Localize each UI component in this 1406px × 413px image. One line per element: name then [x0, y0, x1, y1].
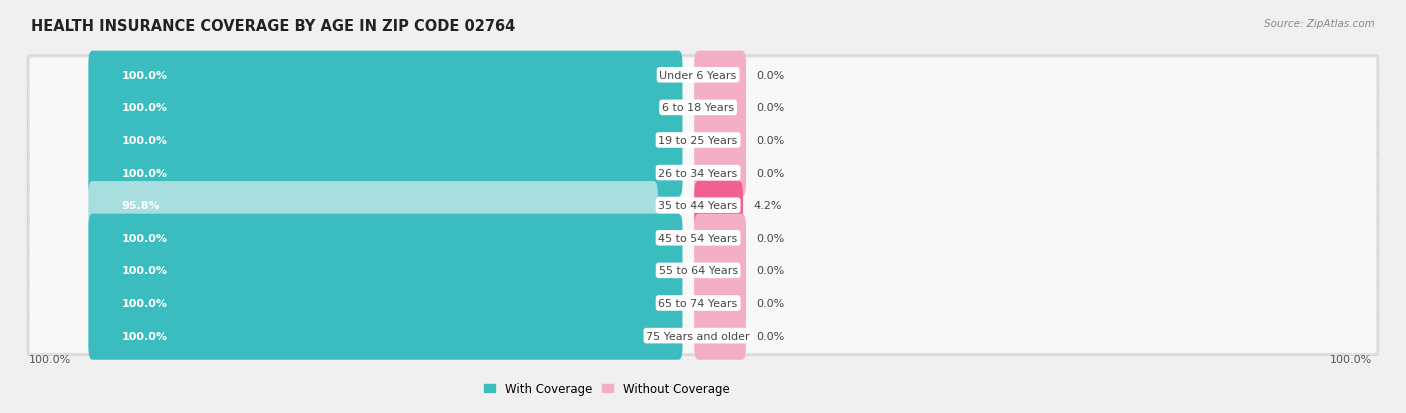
FancyBboxPatch shape [30, 188, 1376, 223]
Text: 26 to 34 Years: 26 to 34 Years [658, 168, 738, 178]
FancyBboxPatch shape [695, 84, 747, 132]
FancyBboxPatch shape [89, 116, 682, 165]
FancyBboxPatch shape [27, 153, 1379, 193]
Text: 100.0%: 100.0% [121, 71, 167, 81]
Text: 0.0%: 0.0% [756, 266, 785, 276]
Text: 0.0%: 0.0% [756, 103, 785, 113]
FancyBboxPatch shape [89, 84, 682, 132]
Text: 100.0%: 100.0% [121, 266, 167, 276]
FancyBboxPatch shape [89, 52, 682, 100]
FancyBboxPatch shape [695, 182, 742, 230]
Text: 0.0%: 0.0% [756, 233, 785, 243]
Text: 0.0%: 0.0% [756, 135, 785, 146]
Text: 75 Years and older: 75 Years and older [647, 331, 749, 341]
FancyBboxPatch shape [89, 149, 682, 197]
FancyBboxPatch shape [30, 58, 1376, 93]
FancyBboxPatch shape [30, 221, 1376, 256]
Text: 65 to 74 Years: 65 to 74 Years [658, 298, 738, 308]
FancyBboxPatch shape [30, 286, 1376, 320]
Text: 95.8%: 95.8% [121, 201, 160, 211]
FancyBboxPatch shape [27, 186, 1379, 225]
FancyBboxPatch shape [27, 283, 1379, 323]
Text: 100.0%: 100.0% [121, 168, 167, 178]
FancyBboxPatch shape [27, 218, 1379, 258]
Text: 100.0%: 100.0% [28, 354, 70, 364]
Text: 55 to 64 Years: 55 to 64 Years [658, 266, 738, 276]
FancyBboxPatch shape [27, 251, 1379, 291]
FancyBboxPatch shape [30, 156, 1376, 190]
FancyBboxPatch shape [30, 254, 1376, 288]
Text: 100.0%: 100.0% [121, 298, 167, 308]
FancyBboxPatch shape [89, 247, 682, 295]
FancyBboxPatch shape [89, 214, 682, 262]
FancyBboxPatch shape [695, 149, 747, 197]
FancyBboxPatch shape [30, 318, 1376, 353]
FancyBboxPatch shape [27, 121, 1379, 161]
Text: 19 to 25 Years: 19 to 25 Years [658, 135, 738, 146]
FancyBboxPatch shape [695, 52, 747, 100]
Text: 45 to 54 Years: 45 to 54 Years [658, 233, 738, 243]
FancyBboxPatch shape [89, 312, 682, 360]
Text: 100.0%: 100.0% [121, 331, 167, 341]
FancyBboxPatch shape [27, 316, 1379, 356]
Text: Source: ZipAtlas.com: Source: ZipAtlas.com [1264, 19, 1375, 28]
FancyBboxPatch shape [89, 182, 658, 230]
FancyBboxPatch shape [695, 279, 747, 328]
FancyBboxPatch shape [30, 91, 1376, 126]
FancyBboxPatch shape [695, 247, 747, 295]
Text: 0.0%: 0.0% [756, 71, 785, 81]
FancyBboxPatch shape [89, 279, 682, 328]
Legend: With Coverage, Without Coverage: With Coverage, Without Coverage [484, 382, 730, 395]
Text: 6 to 18 Years: 6 to 18 Years [662, 103, 734, 113]
Text: HEALTH INSURANCE COVERAGE BY AGE IN ZIP CODE 02764: HEALTH INSURANCE COVERAGE BY AGE IN ZIP … [31, 19, 515, 33]
Text: 100.0%: 100.0% [121, 103, 167, 113]
Text: Under 6 Years: Under 6 Years [659, 71, 737, 81]
Text: 100.0%: 100.0% [121, 135, 167, 146]
Text: 100.0%: 100.0% [1330, 354, 1372, 364]
FancyBboxPatch shape [695, 312, 747, 360]
Text: 0.0%: 0.0% [756, 168, 785, 178]
FancyBboxPatch shape [695, 214, 747, 262]
FancyBboxPatch shape [27, 56, 1379, 95]
Text: 0.0%: 0.0% [756, 331, 785, 341]
Text: 100.0%: 100.0% [121, 233, 167, 243]
Text: 35 to 44 Years: 35 to 44 Years [658, 201, 738, 211]
Text: 4.2%: 4.2% [754, 201, 782, 211]
FancyBboxPatch shape [27, 88, 1379, 128]
Text: 0.0%: 0.0% [756, 298, 785, 308]
FancyBboxPatch shape [695, 116, 747, 165]
FancyBboxPatch shape [30, 123, 1376, 158]
